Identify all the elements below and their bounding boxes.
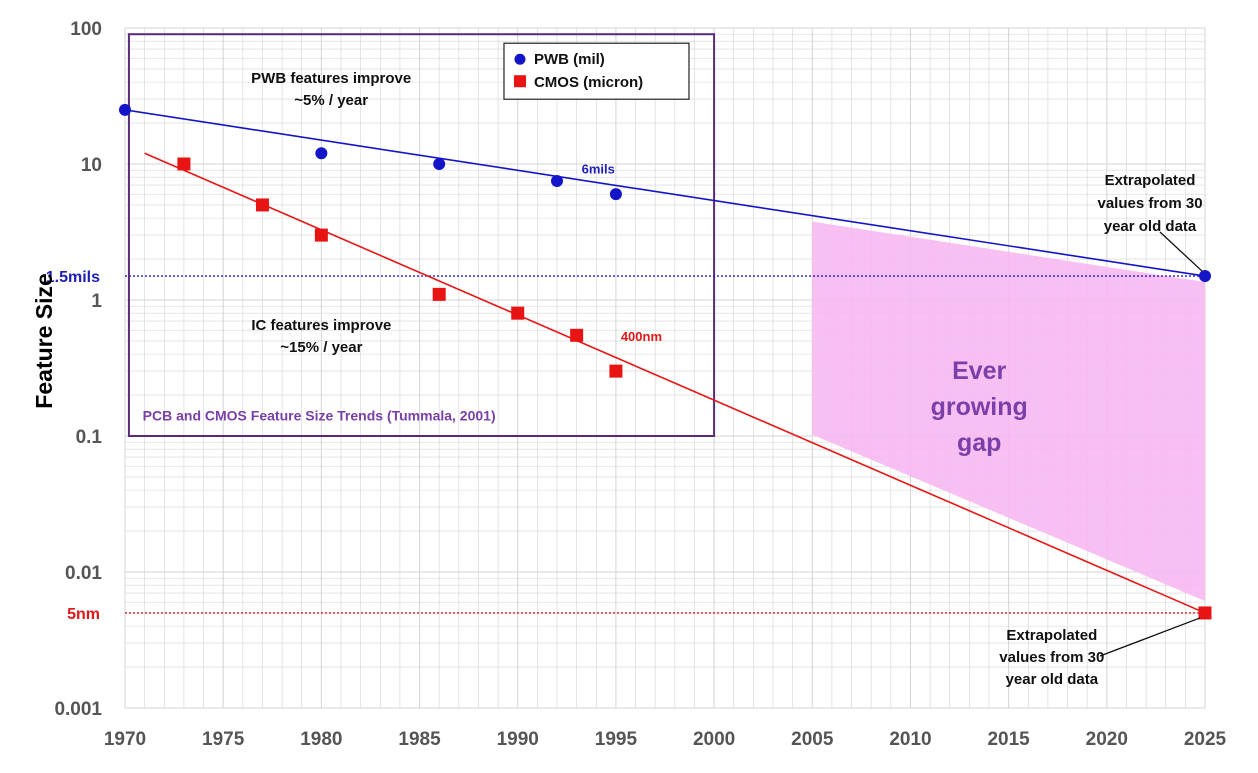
pwb-point [609,188,622,201]
y-tick-label: 0.001 [54,699,102,720]
legend-cmos-marker [513,75,526,88]
x-tick-label: 2000 [693,729,735,750]
y-tick-label: 1 [91,291,102,312]
gap-shading [812,221,1205,601]
annotations: PWB features improve ~5% / year IC feature… [251,70,1202,688]
extrap-bottom-label: Extrapolated [1006,627,1097,644]
axes: 1970 1975 1980 1985 1990 1995 2000 2005 2010 2015… [31,19,1227,750]
x-tick-label: 1990 [497,729,539,750]
ic-trend-label: ~15% / year [280,339,362,356]
x-tick-label: 1975 [202,729,245,750]
reference-label: 5nm [67,606,100,623]
x-tick-label: 1980 [300,729,342,750]
pwb-point [433,158,446,170]
cmos-point [1198,606,1212,620]
legend: PWB (mil) CMOS (micron) [503,42,690,100]
cmos-point [432,287,446,301]
cmos-point [177,157,191,171]
pwb-point [315,147,328,160]
extrap-top-pointer [1159,231,1203,272]
x-tick-label: 2010 [889,729,931,750]
trend-line [124,109,1206,277]
extrap-bottom-label: year old data [1006,671,1099,688]
inset-border [127,33,716,437]
y-tick-label: 100 [70,19,102,40]
legend-cmos-label: CMOS (micron) [534,74,643,91]
x-tick-label: 1995 [595,729,638,750]
cmos-point [570,328,584,342]
x-tick-label: 1985 [398,729,441,750]
pwb-point [551,174,563,187]
pwb-trend-label: ~5% / year [294,92,368,109]
gap-label: Ever [952,357,1006,385]
reference-lines: 1.5mils 5nm [46,269,1205,623]
pwb-point [1199,270,1211,283]
pwb-trend-label: PWB features improve [251,70,411,87]
pwb-6mils-label: 6mils [582,162,615,177]
extrap-top-label: year old data [1104,218,1197,235]
x-tick-label: 1970 [104,729,146,750]
legend-pwb-label: PWB (mil) [534,51,605,68]
y-tick-label: 0.1 [76,427,103,448]
y-tick-label: 10 [81,155,102,176]
data-points [119,103,1212,620]
x-tick-label: 2025 [1184,729,1227,750]
cmos-point [255,198,269,212]
x-tick-label: 2015 [987,729,1030,750]
extrap-bottom-label: values from 30 [999,649,1104,666]
inset-box: PCB and CMOS Feature Size Trends (Tummal… [127,33,716,437]
gap-label: gap [957,429,1001,457]
extrap-top-label: Extrapolated [1105,172,1196,189]
legend-pwb-marker [514,53,526,65]
inset-caption: PCB and CMOS Feature Size Trends (Tummal… [143,408,496,424]
extrap-top-label: values from 30 [1097,195,1202,212]
ic-trend-label: IC features improve [251,317,391,334]
legend-box [503,42,690,100]
y-axis-title: Feature Size [31,273,57,409]
y-tick-label: 0.01 [65,563,102,584]
x-tick-label: 2005 [791,729,834,750]
gap-label: growing [931,393,1028,421]
cmos-point [314,228,328,242]
extrap-bottom-pointer [1099,617,1201,657]
gap-region: Ever growing gap [812,221,1205,601]
reference-label: 1.5mils [46,269,100,286]
x-tick-label: 2020 [1086,729,1128,750]
cmos-point [609,364,623,378]
cmos-point [511,306,525,320]
cmos-400nm-label: 400nm [621,329,662,344]
pwb-point [119,103,131,116]
